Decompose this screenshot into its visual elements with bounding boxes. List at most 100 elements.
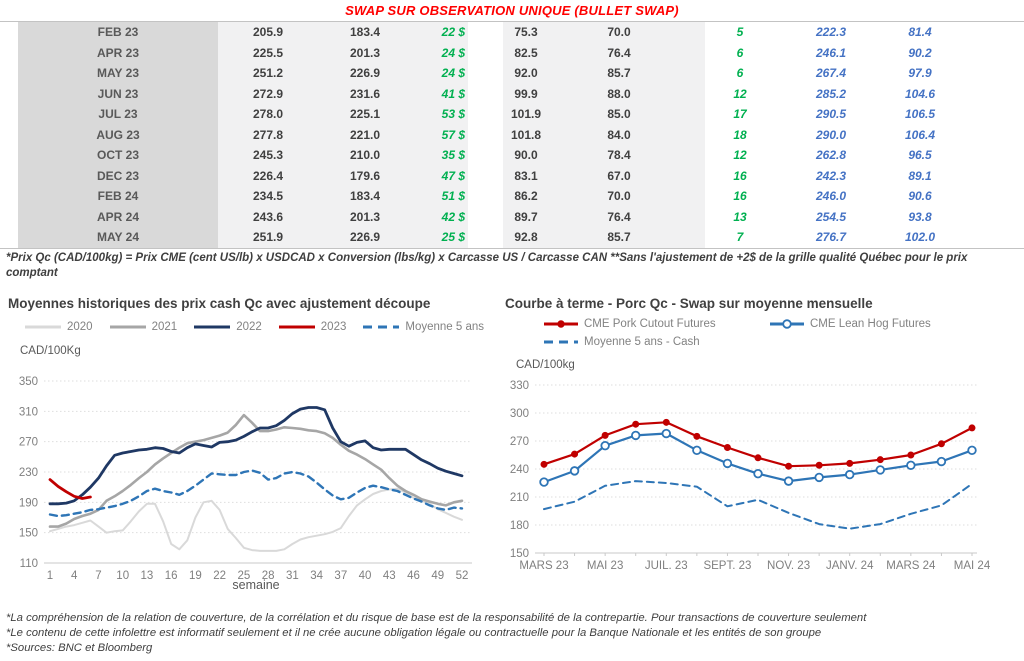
table-cell: 225.5 (218, 42, 318, 63)
table-cell: FEB 23 (18, 22, 218, 43)
table-spacer (689, 206, 705, 227)
legend-label: 2021 (151, 321, 178, 333)
table-cell: 251.2 (218, 63, 318, 84)
legend-item: 2023 (278, 321, 346, 333)
table-cell: DEC 23 (18, 165, 218, 186)
table-row: FEB 24 234.5 183.4 51 $ 86.2 70.0 16 246.0 90.6 (0, 186, 1024, 207)
svg-text:NOV. 23: NOV. 23 (767, 560, 810, 572)
dashed-line-sample (363, 325, 400, 329)
svg-text:43: 43 (383, 570, 396, 582)
table-row: DEC 23 226.4 179.6 47 $ 83.1 67.0 16 242.3 89.1 (0, 165, 1024, 186)
table-cell: 290.0 (815, 127, 847, 142)
table-spacer (468, 104, 503, 125)
legend-label: Moyenne 5 ans - Cash (584, 336, 700, 348)
table-cell: 245.3 (218, 145, 318, 166)
svg-text:180: 180 (510, 520, 529, 532)
table-cell: 267.4 (815, 66, 847, 80)
svg-text:semaine: semaine (232, 578, 279, 592)
table-cell: 102.0 (904, 230, 936, 244)
table-cell: 86.2 (503, 186, 549, 207)
table-cell: 262.8 (815, 148, 847, 162)
table-cell: 6 (736, 66, 744, 80)
table-cell: 276.7 (815, 230, 847, 244)
table-cell: 92.0 (503, 63, 549, 84)
svg-text:MAI 23: MAI 23 (587, 560, 623, 572)
svg-text:40: 40 (359, 570, 372, 582)
svg-text:150: 150 (510, 548, 529, 560)
table-cell: 242.3 (815, 168, 847, 183)
table-cell: 205.9 (218, 22, 318, 43)
table-spacer (468, 22, 503, 43)
table-cell: 225.1 (318, 104, 412, 125)
table-row: JUL 23 278.0 225.1 53 $ 101.9 85.0 17 290.5 106.… (0, 104, 1024, 125)
table-cell: 90.0 (503, 145, 549, 166)
svg-text:110: 110 (20, 558, 38, 570)
table-cell: 13 (733, 209, 747, 224)
table-spacer (689, 63, 705, 84)
table-cell: 183.4 (318, 186, 412, 207)
table-cell: APR 23 (18, 42, 218, 63)
line-sample (770, 319, 804, 329)
table-cell: 277.8 (218, 124, 318, 145)
table-cell: 104.6 (904, 86, 936, 101)
table-spacer (468, 165, 503, 186)
table-cell: 5 (736, 25, 744, 39)
table-cell: 85.7 (549, 227, 689, 248)
legend-label: 2022 (236, 321, 262, 333)
svg-text:SEPT. 23: SEPT. 23 (703, 560, 751, 572)
table-row: APR 24 243.6 201.3 42 $ 89.7 76.4 13 254.5 93.8 (0, 206, 1024, 227)
svg-text:37: 37 (334, 570, 347, 582)
svg-text:210: 210 (510, 492, 529, 504)
table-spacer (468, 227, 503, 248)
table-cell: MAY 24 (18, 227, 218, 248)
table-cell: 22 $ (412, 22, 468, 43)
svg-text:MAI 24: MAI 24 (954, 560, 991, 572)
legend-item: CME Pork Cutout Futures (543, 318, 769, 330)
table-cell: 81.4 (908, 25, 932, 39)
svg-text:350: 350 (19, 376, 38, 388)
footnote-line: *La compréhension de la relation de couv… (6, 612, 867, 624)
table-cell: 101.9 (503, 104, 549, 125)
table-spacer (689, 83, 705, 104)
table-spacer (468, 186, 503, 207)
dashed-line-sample (544, 340, 578, 344)
table-row: OCT 23 245.3 210.0 35 $ 90.0 78.4 12 262.8 96.5 (0, 145, 1024, 166)
table-cell: 84.0 (549, 124, 689, 145)
table-spacer (689, 165, 705, 186)
table-row: AUG 23 277.8 221.0 57 $ 101.8 84.0 18 290.0 106.… (0, 124, 1024, 145)
table-spacer (468, 83, 503, 104)
svg-text:JUIL. 23: JUIL. 23 (645, 560, 688, 572)
svg-text:16: 16 (165, 570, 178, 582)
table-cell: MAY 23 (18, 63, 218, 84)
table-spacer (689, 186, 705, 207)
table-spacer (468, 42, 503, 63)
table-spacer (468, 145, 503, 166)
svg-text:13: 13 (141, 570, 154, 582)
table-cell: OCT 23 (18, 145, 218, 166)
table-cell: AUG 23 (18, 124, 218, 145)
table-spacer (689, 104, 705, 125)
table-cell: 90.2 (908, 45, 932, 60)
legend-item: 2022 (193, 321, 262, 333)
table-cell: 76.4 (549, 206, 689, 227)
table-cell: 89.1 (908, 168, 932, 183)
table-cell: 85.0 (549, 104, 689, 125)
table-cell: 285.2 (815, 86, 847, 101)
table-cell: 16 (733, 189, 747, 203)
legend-historical: 2020 2021 2022 2023 Moyenne 5 ans (25, 321, 484, 333)
table-cell: 53 $ (412, 104, 468, 125)
table-cell: 272.9 (218, 83, 318, 104)
line-sample (194, 325, 231, 329)
table-spacer (689, 42, 705, 63)
svg-text:150: 150 (19, 528, 38, 540)
table-cell: 24 $ (412, 42, 468, 63)
table-cell: 76.4 (549, 42, 689, 63)
line-sample (544, 320, 578, 328)
legend-forward: CME Pork Cutout Futures CME Lean Hog Futu… (543, 318, 995, 348)
table-cell: 201.3 (318, 42, 412, 63)
table-spacer (689, 124, 705, 145)
historical-chart-title: Moyennes historiques des prix cash Qc av… (8, 296, 431, 311)
table-cell: 201.3 (318, 206, 412, 227)
table-cell: 92.8 (503, 227, 549, 248)
table-cell: 93.8 (908, 209, 932, 224)
